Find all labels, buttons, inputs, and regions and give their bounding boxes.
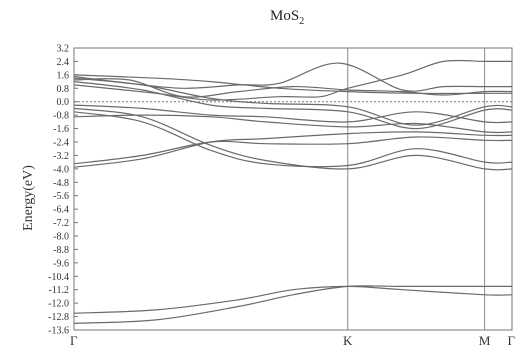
x-tick-label: Γ bbox=[507, 333, 515, 348]
band-line bbox=[73, 78, 513, 98]
axes-layer: Γ K M Γ 3.2 2.4 1.6 0.8 0.0 -0.8 -1.6 -2.4 -3.2 -4.0 -… bbox=[48, 44, 515, 349]
band-line bbox=[73, 111, 513, 168]
y-tick-label: 1.6 bbox=[57, 70, 70, 81]
band-line bbox=[73, 107, 513, 171]
y-tick-label: -12.8 bbox=[48, 312, 69, 323]
y-tick-label: -7.2 bbox=[53, 218, 69, 229]
band-line bbox=[73, 81, 513, 130]
y-tick-label: 2.4 bbox=[57, 57, 70, 68]
bands-layer bbox=[73, 59, 513, 324]
y-tick-label: -1.6 bbox=[53, 124, 69, 135]
x-tick-label: K bbox=[343, 333, 353, 348]
band-line bbox=[73, 131, 513, 168]
plot-frame bbox=[73, 47, 513, 331]
band-line bbox=[73, 62, 512, 92]
y-tick-label: -10.4 bbox=[48, 272, 69, 283]
y-axis-label: Energy(eV) bbox=[21, 165, 36, 231]
y-tick-label: -11.2 bbox=[49, 285, 69, 296]
y-tick-label: -13.6 bbox=[48, 326, 69, 337]
y-tick-label: 3.2 bbox=[57, 44, 70, 55]
y-tick-label: -6.4 bbox=[53, 205, 69, 216]
y-tick-label: -0.8 bbox=[53, 111, 69, 122]
y-tick-label: 0.0 bbox=[57, 97, 70, 108]
y-tick-label: -9.6 bbox=[53, 258, 69, 269]
chart-title-main: MoS bbox=[270, 8, 299, 24]
band-line bbox=[73, 74, 512, 95]
y-tick-label: 0.8 bbox=[57, 84, 70, 95]
band-line bbox=[73, 104, 513, 124]
y-tick-label: -5.6 bbox=[53, 191, 69, 202]
band-line bbox=[73, 285, 512, 324]
band-line bbox=[73, 136, 513, 165]
band-line bbox=[73, 59, 512, 101]
y-tick-label: -4.8 bbox=[53, 178, 69, 189]
y-tick-label: -2.4 bbox=[53, 138, 69, 149]
band-line bbox=[73, 114, 513, 134]
chart-title: MoS2 bbox=[270, 8, 304, 27]
y-tick-label: -8.8 bbox=[53, 245, 69, 256]
y-tick-label: -4.0 bbox=[53, 164, 69, 175]
chart-title-subscript: 2 bbox=[299, 16, 304, 27]
y-tick-label: -8.0 bbox=[53, 232, 69, 243]
x-tick-label: Γ bbox=[70, 333, 78, 348]
x-tick-label: M bbox=[479, 333, 491, 348]
y-tick-label: -3.2 bbox=[53, 151, 69, 162]
y-tick-label: -12.0 bbox=[48, 299, 69, 310]
band-line bbox=[73, 285, 513, 314]
